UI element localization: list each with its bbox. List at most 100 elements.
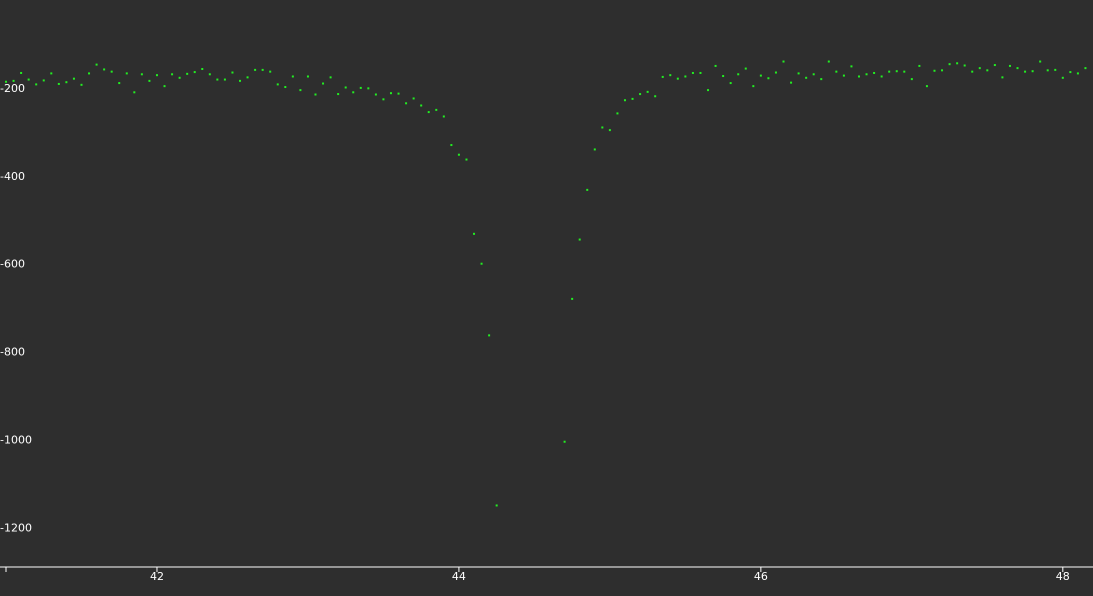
data-point [956, 62, 959, 65]
x-tick-label: 48 [1056, 570, 1070, 583]
data-point [1024, 70, 1027, 73]
data-point [374, 93, 377, 96]
data-point [5, 80, 7, 83]
data-point [329, 76, 332, 79]
data-point [857, 75, 860, 78]
data-point [269, 70, 272, 73]
data-point [155, 74, 158, 77]
data-point [322, 82, 325, 85]
data-point [450, 144, 453, 147]
data-point [435, 108, 438, 111]
data-point [110, 70, 113, 73]
data-point [661, 75, 664, 78]
data-point [608, 129, 611, 132]
data-point [895, 70, 898, 73]
data-point [616, 112, 619, 115]
data-point [903, 70, 906, 73]
data-point [578, 238, 581, 241]
data-point [880, 75, 883, 78]
data-point [729, 82, 732, 85]
data-point [299, 89, 302, 92]
data-point [405, 102, 408, 105]
data-point [231, 71, 234, 74]
data-point [699, 71, 702, 74]
data-point [1069, 71, 1072, 74]
data-point [737, 73, 740, 76]
x-tick-label: 44 [452, 570, 466, 583]
data-point [759, 74, 762, 77]
data-point [80, 83, 83, 86]
data-point [125, 72, 128, 75]
y-tick-label: -200 [0, 82, 25, 95]
data-point [842, 74, 845, 77]
data-point [639, 93, 642, 96]
data-point [42, 79, 45, 82]
data-point [1001, 76, 1004, 79]
y-tick-label: -1000 [0, 434, 32, 447]
data-point [601, 126, 604, 129]
data-point [344, 86, 347, 89]
data-point [1031, 70, 1034, 73]
data-points [5, 60, 1087, 507]
data-point [20, 71, 23, 74]
data-point [646, 90, 649, 93]
data-point [707, 89, 710, 92]
data-point [805, 76, 808, 79]
data-point [1084, 67, 1087, 70]
data-point [752, 85, 755, 88]
data-point [163, 85, 166, 88]
data-point [586, 188, 589, 191]
data-point [352, 91, 355, 94]
data-point [495, 504, 498, 507]
data-point [178, 76, 181, 79]
data-point [918, 64, 921, 67]
data-point [684, 75, 687, 78]
data-point [623, 99, 626, 102]
data-point [963, 64, 966, 67]
data-point [397, 92, 400, 95]
data-point [865, 73, 868, 76]
data-point [593, 148, 596, 151]
data-point [208, 73, 211, 76]
data-point [201, 68, 204, 71]
data-point [465, 158, 468, 161]
data-point [790, 81, 793, 84]
data-point [246, 76, 249, 79]
data-point [171, 73, 174, 76]
x-axis-ticks: 42 44 46 48 [5, 567, 1070, 583]
data-point [216, 78, 219, 81]
data-point [1016, 67, 1019, 70]
data-point [986, 69, 989, 72]
data-point [148, 79, 151, 82]
data-point [193, 71, 196, 74]
data-point [782, 60, 785, 63]
data-point [993, 64, 996, 67]
data-point [389, 92, 392, 95]
data-point [382, 98, 385, 101]
data-point [254, 68, 257, 71]
data-point [744, 67, 747, 70]
data-point [774, 71, 777, 74]
data-point [563, 440, 566, 443]
data-point [27, 78, 30, 81]
data-point [261, 68, 264, 71]
data-point [306, 75, 309, 78]
data-point [978, 67, 981, 70]
data-point [140, 73, 143, 76]
data-point [367, 87, 370, 90]
data-point [910, 78, 913, 81]
data-point [223, 78, 226, 81]
data-point [941, 69, 944, 72]
data-point [12, 79, 15, 82]
data-point [933, 69, 936, 72]
x-tick-label: 46 [754, 570, 768, 583]
data-point [714, 64, 717, 67]
data-point [50, 72, 53, 75]
data-point [888, 70, 891, 73]
data-point [473, 232, 476, 235]
data-point [948, 63, 951, 66]
data-point [873, 71, 876, 74]
data-point [427, 111, 430, 114]
data-point [797, 72, 800, 75]
data-point [812, 73, 815, 76]
